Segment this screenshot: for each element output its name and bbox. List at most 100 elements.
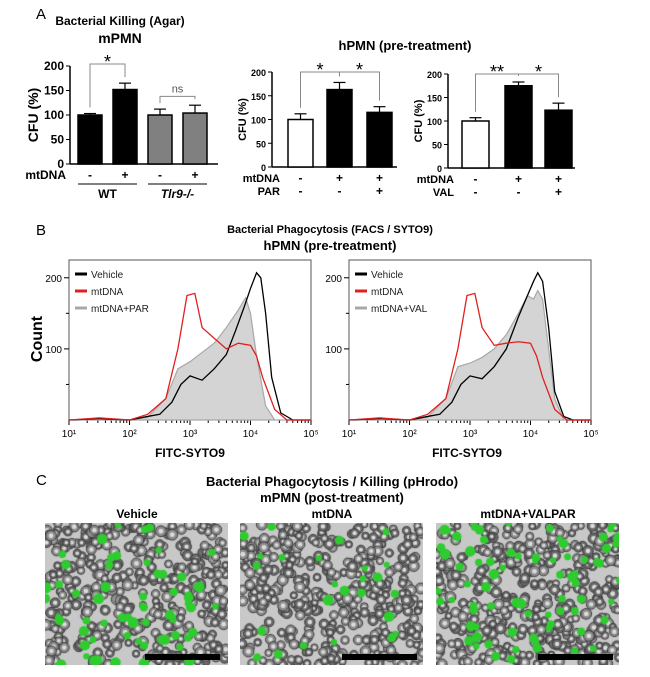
x-tick-label: 10³ [183, 429, 198, 440]
row-label: mtDNA [417, 174, 454, 186]
row-value: - [299, 184, 303, 198]
y-tick-label: 100 [45, 345, 62, 356]
significance-label: * [356, 60, 363, 80]
y-tick-label: 100 [325, 345, 342, 356]
x-tick-label: 10⁴ [523, 429, 538, 440]
significance-label: * [535, 62, 542, 82]
histogram-series-mtDNA [348, 292, 591, 421]
row-value: - [474, 185, 478, 199]
bar-chart-mpmn: 0 50 100 150 200 CFU (%) * ns mtDNA - + - + WT Tlr9-/- [25, 52, 218, 200]
row-value: + [515, 172, 522, 186]
bar [77, 114, 103, 165]
row-value: - [158, 168, 162, 182]
row-value: - [517, 185, 521, 199]
image-label-mtdna: mtDNA [311, 507, 353, 521]
row-value: - [338, 184, 342, 198]
row-value: + [121, 168, 128, 182]
histogram-val: 100 200 10¹ 10² 10³ 10⁴ 10⁵ Vehicle mtDNA mtDNA+V… [325, 259, 599, 440]
row-value: + [376, 184, 383, 198]
row-value: + [191, 168, 198, 182]
micrograph-mtdna-valpar [436, 523, 619, 665]
x-tick-label: 10⁵ [583, 429, 598, 440]
y-tick-label: 50 [51, 133, 65, 147]
row-label: mtDNA [243, 173, 280, 185]
y-tick-label: 50 [432, 141, 442, 151]
y-tick-label: 150 [44, 84, 64, 98]
row-label: mtDNA [25, 168, 66, 182]
row-value: - [299, 171, 303, 185]
micrograph-mtdna [240, 523, 423, 665]
bar [461, 120, 490, 169]
y-axis-label: CFU (%) [413, 99, 425, 142]
legend-label: mtDNA [371, 287, 404, 298]
panel-b-title: Bacterial Phagocytosis (FACS / SYTO9) [227, 224, 433, 236]
scale-bar [342, 654, 417, 660]
micrograph-vehicle [45, 523, 228, 665]
y-axis-label: CFU (%) [237, 98, 249, 141]
bar [366, 111, 393, 168]
bar [147, 114, 173, 165]
x-tick-label: 10⁴ [243, 429, 258, 440]
group-label: Tlr9-/- [161, 187, 194, 200]
x-tick-label: 10³ [463, 429, 478, 440]
legend-label: mtDNA [91, 287, 124, 298]
bar [287, 118, 314, 168]
group-label: WT [98, 187, 117, 200]
legend-label: mtDNA+VAL [371, 304, 428, 315]
significance-bracket [518, 73, 559, 98]
y-axis-label: CFU (%) [25, 88, 41, 142]
y-tick-label: 200 [45, 274, 62, 285]
bar [182, 112, 208, 165]
y-tick-label: 200 [325, 274, 342, 285]
bar [504, 85, 533, 169]
bar [112, 88, 138, 165]
row-value: - [474, 172, 478, 186]
panel-label-c: C [36, 472, 47, 489]
legend-label: Vehicle [91, 270, 124, 281]
significance-bracket [339, 71, 380, 101]
panel-label-a: A [36, 6, 47, 23]
y-tick-label: 100 [251, 116, 266, 126]
x-tick-label: 10¹ [62, 429, 77, 440]
histogram-xlabel-left: FITC-SYTO9 [155, 446, 225, 460]
panel-a-title: Bacterial Killing (Agar) [55, 14, 185, 28]
x-tick-label: 10² [402, 429, 417, 440]
histogram-par: 100 200 10¹ 10² 10³ 10⁴ 10⁵ Vehicle mtDNA mtDNA+P… [45, 259, 319, 440]
panel-c-subtitle: mPMN (post-treatment) [260, 490, 404, 505]
y-tick-label: 150 [251, 92, 266, 102]
bar [326, 88, 353, 168]
row-value: + [555, 172, 562, 186]
y-tick-label: 200 [44, 59, 64, 73]
panel-b-subtitle: hPMN (pre-treatment) [263, 238, 397, 253]
significance-label: ns [172, 83, 184, 95]
significance-label: ** [490, 62, 504, 82]
y-tick-label: 200 [427, 70, 442, 80]
row-value: + [376, 171, 383, 185]
row-label: PAR [258, 186, 280, 198]
y-tick-label: 0 [261, 163, 266, 173]
legend-label: mtDNA+PAR [91, 304, 149, 315]
panel-c-title: Bacterial Phagocytosis / Killing (pHrodo… [205, 474, 459, 489]
panel-a-subtitle-hpmn: hPMN (pre-treatment) [338, 38, 472, 53]
scale-bar [145, 654, 220, 660]
significance-bracket [89, 63, 126, 108]
histogram-xlabel-right: FITC-SYTO9 [432, 446, 502, 460]
scale-bar [538, 654, 613, 660]
panel-a-subtitle-mpmn: mPMN [98, 30, 142, 46]
panel-label-b: B [36, 222, 47, 239]
y-tick-label: 150 [427, 94, 442, 104]
y-tick-label: 0 [437, 164, 442, 174]
histogram-series-mtDNA+PAR [69, 296, 311, 421]
x-tick-label: 10⁵ [303, 429, 318, 440]
row-value: + [336, 171, 343, 185]
y-tick-label: 200 [251, 68, 266, 78]
row-value: + [555, 185, 562, 199]
histogram-series-Vehicle [348, 271, 591, 421]
bar [544, 109, 573, 169]
histogram-series-mtDNA [68, 292, 311, 421]
y-tick-label: 100 [44, 108, 64, 122]
histogram-series-Vehicle [68, 271, 311, 421]
x-tick-label: 10² [122, 429, 137, 440]
